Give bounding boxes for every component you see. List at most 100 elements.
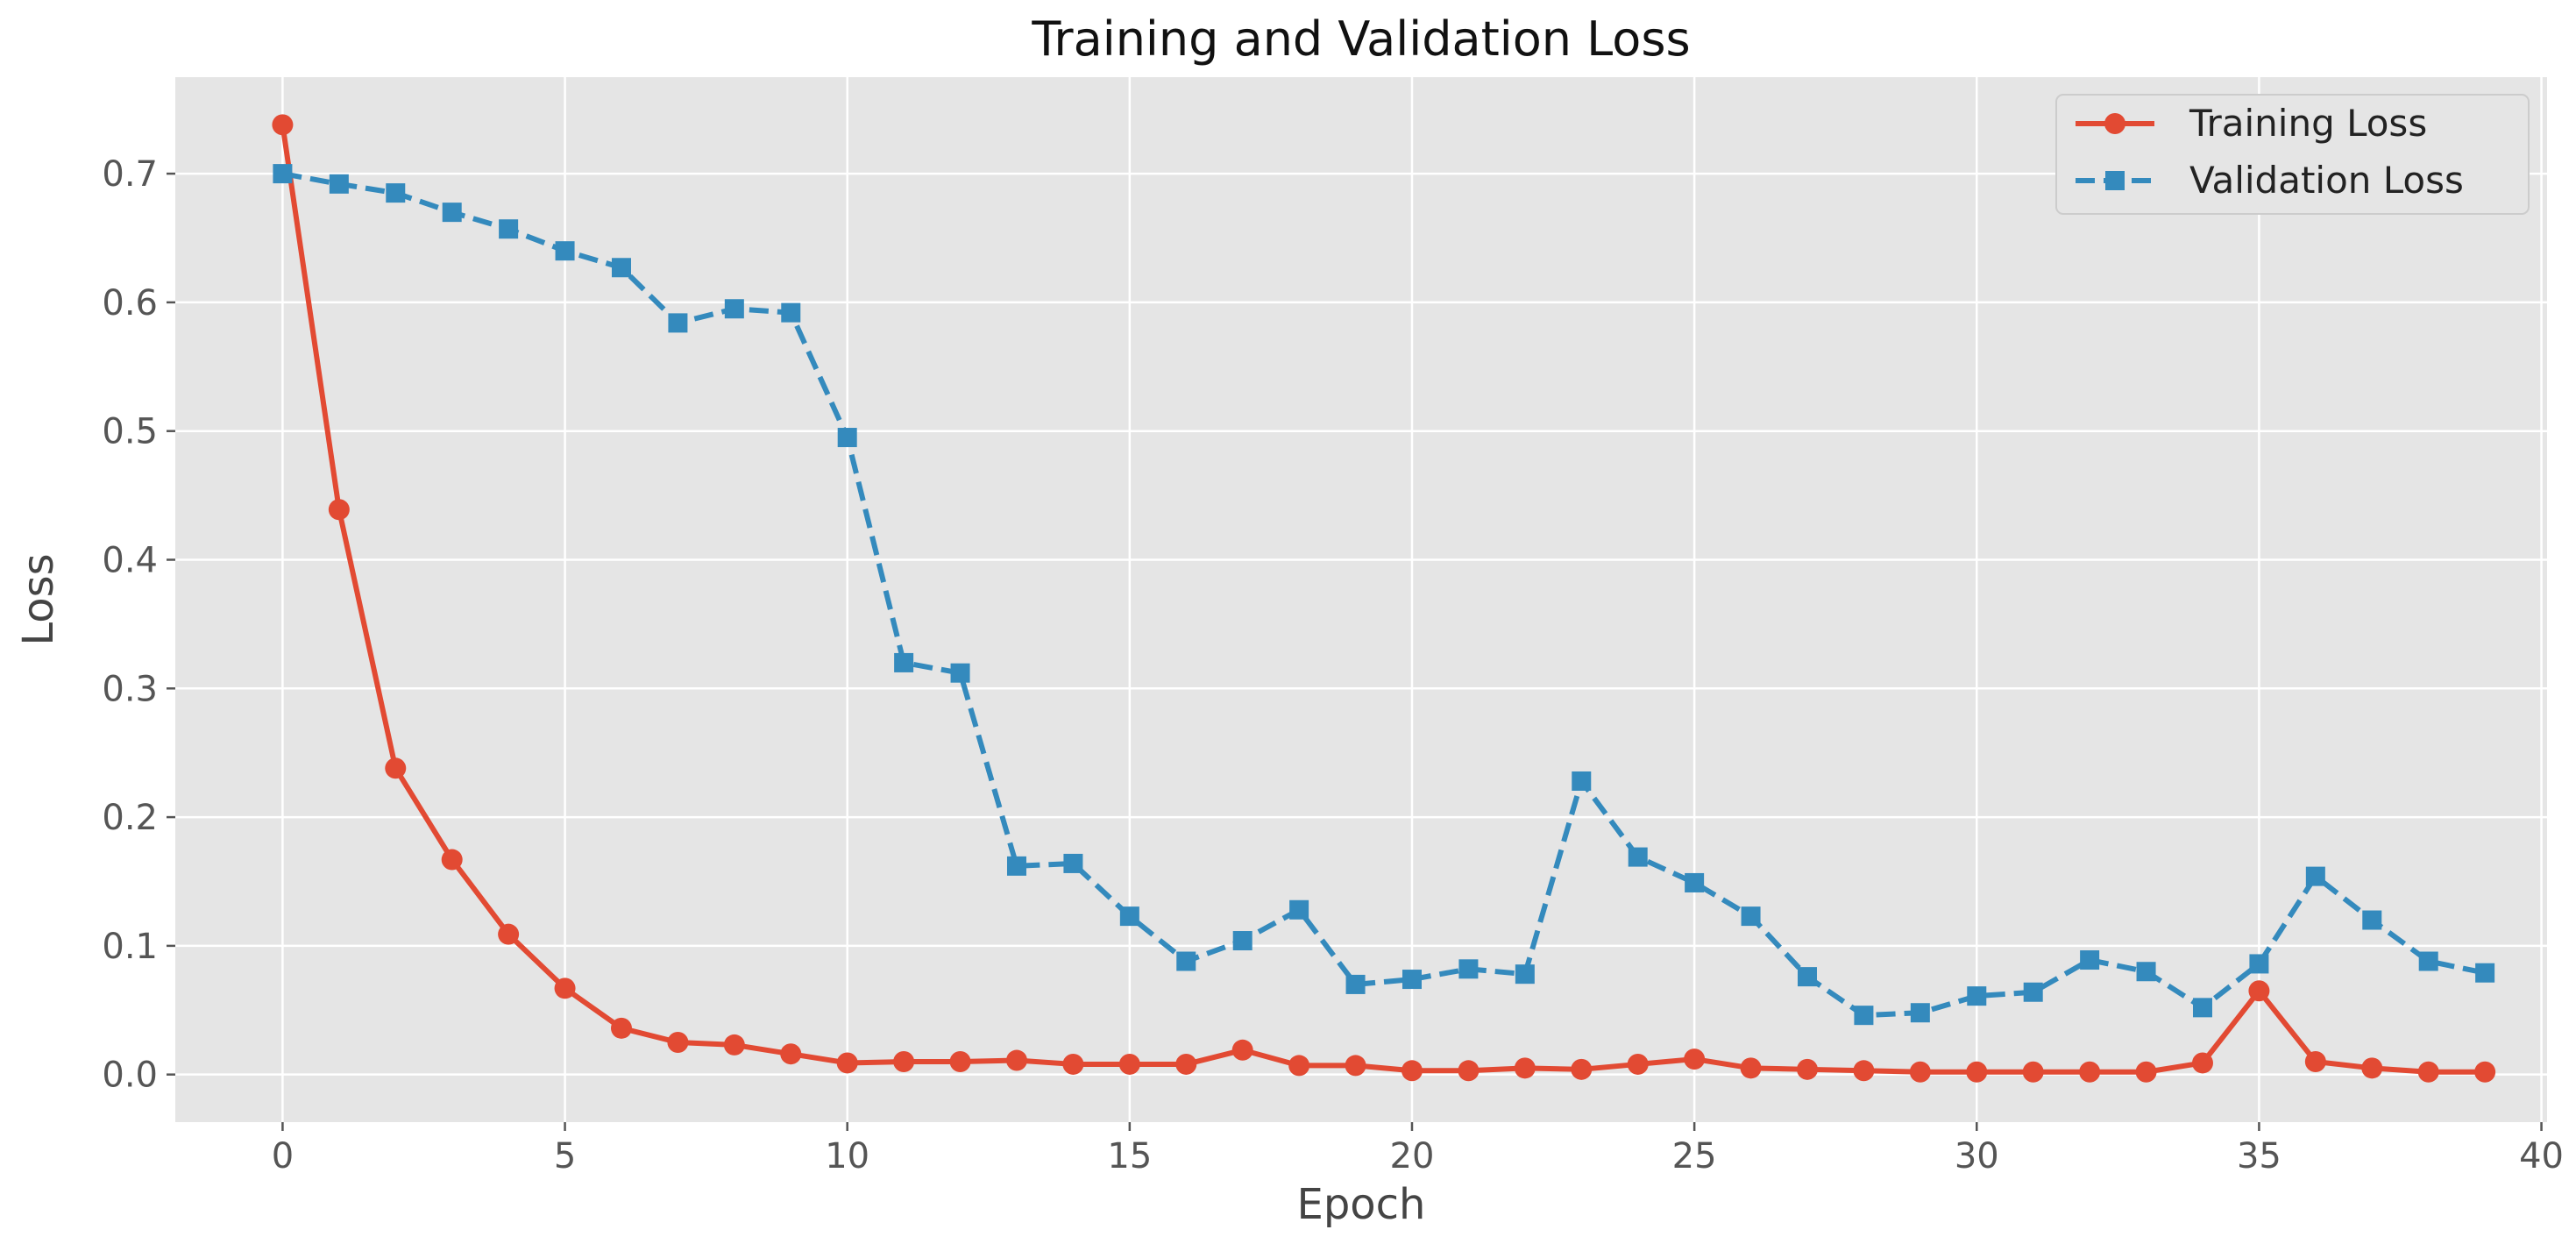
data-point-validation	[329, 174, 349, 194]
data-point-validation	[555, 241, 575, 261]
data-point-validation	[1232, 931, 1253, 951]
data-point-training	[2417, 1061, 2439, 1083]
data-point-validation	[781, 302, 801, 323]
data-point-validation	[894, 652, 914, 672]
data-point-validation	[2362, 910, 2382, 930]
data-point-validation	[2475, 963, 2495, 983]
data-point-training	[441, 849, 463, 871]
series-line-training	[280, 124, 2486, 1075]
x-tick-label: 0	[272, 1136, 294, 1176]
data-point-validation	[1458, 959, 1479, 979]
series-layer	[272, 114, 2496, 1083]
series-line-validation	[281, 171, 2486, 1019]
data-point-training	[1853, 1060, 1875, 1082]
y-tick-label: 0.3	[102, 669, 158, 709]
data-point-validation	[2080, 950, 2100, 970]
data-point-training	[2135, 1061, 2157, 1083]
data-point-training	[2474, 1061, 2496, 1083]
data-point-validation	[1854, 1006, 1874, 1026]
plot-area	[175, 77, 2547, 1122]
data-point-validation	[1006, 856, 1026, 876]
data-point-validation	[1685, 872, 1705, 892]
data-point-validation	[1402, 970, 1422, 990]
data-point-training	[949, 1051, 971, 1073]
data-point-training	[1909, 1061, 1931, 1083]
data-point-training	[272, 114, 294, 136]
data-point-validation	[1797, 967, 1817, 987]
y-tick-label: 0.7	[102, 154, 158, 195]
data-point-validation	[1910, 1003, 1930, 1023]
legend-label-training: Training Loss	[2189, 102, 2427, 145]
data-point-validation	[668, 313, 688, 333]
data-point-validation	[1119, 906, 1139, 927]
data-point-training	[1458, 1060, 1480, 1082]
y-tick-label: 0.1	[102, 927, 158, 967]
data-point-validation	[2305, 866, 2325, 886]
y-tick-label: 0.2	[102, 798, 158, 838]
data-point-training	[2361, 1057, 2383, 1079]
x-tick-label: 5	[554, 1136, 576, 1176]
x-tick-label: 15	[1107, 1136, 1152, 1176]
data-point-validation	[2192, 998, 2212, 1018]
y-tick-label: 0.5	[102, 412, 158, 452]
data-point-training	[893, 1051, 915, 1073]
data-point-validation	[2023, 982, 2043, 1002]
y-tick-label: 0.6	[102, 283, 158, 323]
data-point-training	[2079, 1061, 2101, 1083]
data-point-training	[1740, 1057, 1762, 1079]
data-point-training	[1514, 1057, 1536, 1079]
data-point-validation	[1967, 986, 1987, 1006]
chart-title: Training and Validation Loss	[1031, 11, 1690, 67]
data-point-training	[1796, 1058, 1818, 1080]
data-point-validation	[499, 219, 519, 239]
data-point-validation	[1176, 951, 1196, 971]
legend: Training Loss Validation Loss	[2055, 94, 2530, 215]
data-point-validation	[2136, 962, 2156, 982]
data-point-validation	[1345, 974, 1366, 994]
data-point-training	[554, 977, 576, 999]
x-tick-label: 20	[1390, 1136, 1435, 1176]
data-point-training	[498, 923, 520, 945]
data-point-training	[1401, 1060, 1423, 1082]
data-point-training	[385, 757, 407, 779]
data-point-validation	[1572, 771, 1592, 791]
data-point-training	[1118, 1053, 1140, 1075]
legend-marker-training	[2104, 113, 2125, 134]
data-point-training	[1288, 1055, 1310, 1077]
data-point-training	[1627, 1053, 1649, 1075]
data-point-validation	[1741, 906, 1761, 927]
data-point-validation	[1628, 847, 1648, 867]
data-point-training	[1966, 1061, 1988, 1083]
data-point-training	[2191, 1052, 2213, 1074]
x-tick-label: 25	[1672, 1136, 1717, 1176]
x-tick-label: 40	[2519, 1136, 2564, 1176]
data-point-training	[610, 1017, 632, 1039]
data-point-training	[1684, 1049, 1706, 1070]
data-point-validation	[950, 663, 970, 683]
data-point-training	[780, 1043, 802, 1065]
legend-marker-validation	[2105, 171, 2125, 190]
data-point-validation	[1515, 964, 1535, 985]
legend-label-validation: Validation Loss	[2189, 159, 2464, 202]
data-point-training	[328, 499, 350, 521]
data-point-training	[1571, 1058, 1593, 1080]
y-tick-label: 0.4	[102, 540, 158, 580]
x-tick-label: 30	[1955, 1136, 1999, 1176]
data-point-training	[1345, 1055, 1366, 1077]
x-tick-label: 35	[2237, 1136, 2281, 1176]
data-point-validation	[1289, 899, 1309, 920]
data-point-validation	[1063, 853, 1083, 873]
data-point-training	[2304, 1051, 2326, 1073]
data-point-validation	[386, 183, 406, 203]
tick-labels: 0 5 10 15 20 25 30 35 40 0.0 0.1 0.2 0.3 0.4 0.5 0.6 0.7	[102, 154, 2564, 1176]
data-point-training	[667, 1031, 689, 1053]
x-tick-label: 10	[825, 1136, 869, 1176]
data-point-validation	[273, 164, 293, 184]
data-point-validation	[837, 428, 857, 448]
data-point-training	[723, 1034, 745, 1056]
data-point-training	[2248, 980, 2270, 1002]
data-point-training	[1175, 1053, 1197, 1075]
x-axis-label: Epoch	[1297, 1180, 1426, 1229]
data-point-training	[2022, 1061, 2044, 1083]
